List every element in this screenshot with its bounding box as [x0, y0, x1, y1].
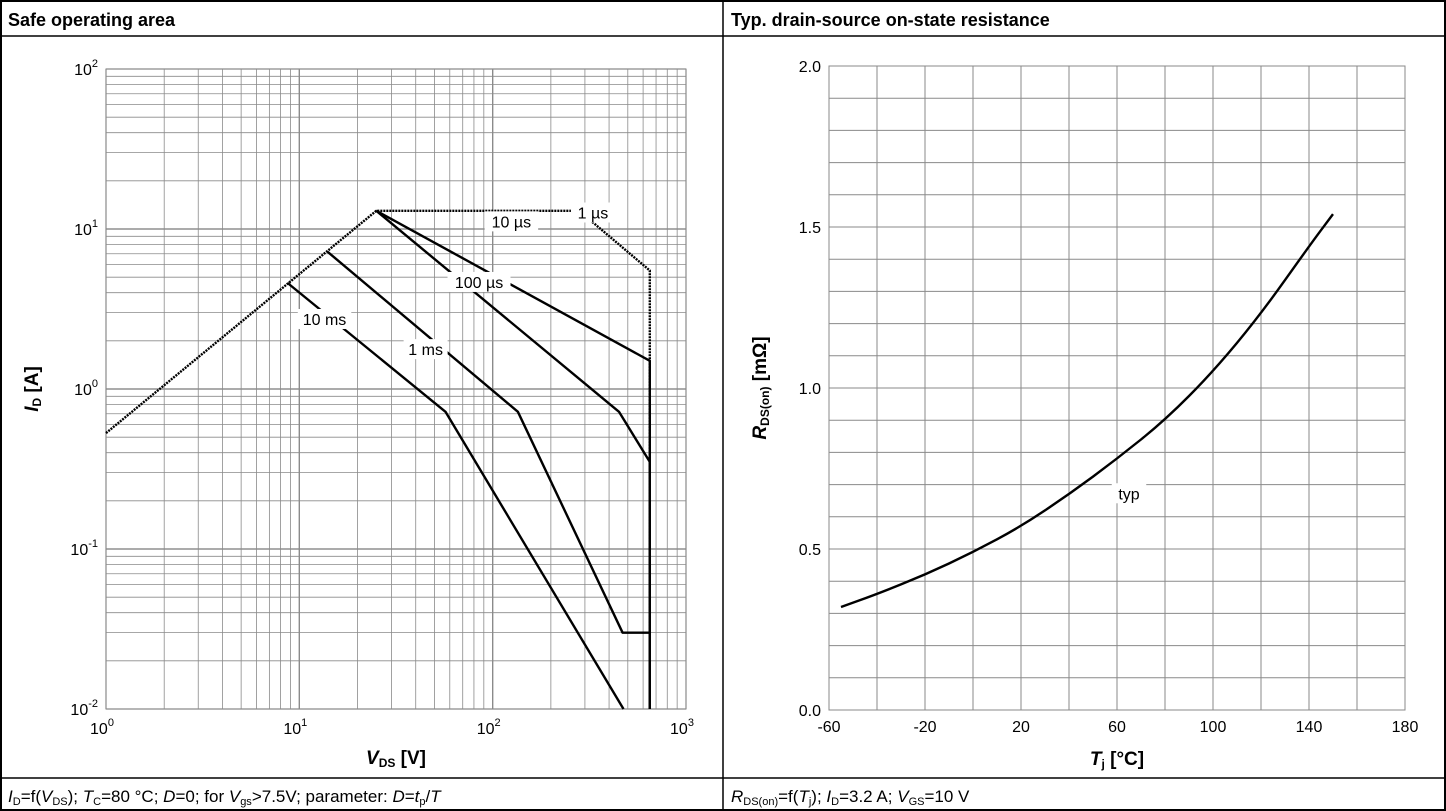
caption-part: DS [52, 796, 67, 808]
soa-x-axis-label: VDS [V] [366, 748, 426, 770]
x-tick-label: 60 [1108, 719, 1126, 736]
y-tick-label: 100 [74, 378, 98, 399]
curve-label-bg [1111, 483, 1147, 504]
y-tick-label: 0.5 [799, 542, 821, 559]
curve-label-bg [447, 271, 511, 292]
caption-part: R [731, 787, 743, 806]
rds-series [840, 213, 1334, 609]
curve-label: 1 ms [408, 342, 443, 359]
x-tick-label: 100 [90, 717, 114, 738]
rds-caption: RDS(on)=f(Tj); ID=3.2 A; VGS=10 V [731, 787, 970, 808]
x-tick-label: -20 [913, 719, 936, 736]
x-tick-label: 101 [283, 717, 307, 738]
soa-tick-labels: 100 101 102 103 10-2 10-1 100 101 102 [70, 58, 694, 738]
x-tick-label: 100 [1200, 719, 1227, 736]
soa-chart: 1 µs 10 µs 100 µs 1 ms 10 ms 100 101 102 103 10-… [22, 58, 694, 770]
caption-part: D [392, 787, 404, 806]
y-tick-label: 1.5 [799, 220, 821, 237]
curve-label: 10 ms [303, 312, 347, 329]
curve-label: typ [1118, 486, 1139, 503]
caption-part: p [419, 796, 425, 808]
rds-x-axis-label: Tj [°C] [1090, 749, 1144, 771]
y-tick-label: 10-1 [70, 538, 98, 559]
curve-label: 10 µs [492, 214, 531, 231]
soa-grid [105, 68, 687, 710]
caption-part: ); [811, 787, 826, 806]
curve-label: 100 µs [455, 275, 503, 292]
caption-part: T [798, 787, 810, 806]
caption-part: V [229, 787, 242, 806]
y-tick-label: 10-2 [70, 698, 98, 719]
caption-part: =0; for [175, 787, 228, 806]
x-tick-label: 20 [1012, 719, 1030, 736]
curve-label: 1 µs [578, 205, 609, 222]
caption-part: GS [909, 796, 925, 808]
caption-part: =f( [778, 787, 799, 806]
caption-part: / [426, 787, 431, 806]
y-tick-label: 101 [74, 218, 98, 239]
x-tick-label: -60 [817, 719, 840, 736]
rds-y-axis-label: RDS(on) [mΩ] [750, 336, 772, 439]
y-tick-label: 1.0 [799, 381, 821, 398]
caption-part: D [831, 796, 839, 808]
rds-series-line [840, 213, 1334, 609]
soa-y-axis-label: ID [A] [22, 366, 44, 412]
soa-caption: ID=f(VDS); TC=80 °C; D=0; for Vgs>7.5V; … [8, 787, 442, 808]
soa-series-line [326, 250, 651, 709]
caption-part: I [826, 787, 831, 806]
caption-part: V [41, 787, 54, 806]
y-tick-label: 2.0 [799, 59, 821, 76]
rds-chart: typ -60 -20 20 60 100 140 180 0.0 0.5 1.0 1.5 2.0 T… [750, 59, 1418, 771]
x-tick-label: 103 [670, 717, 694, 738]
y-tick-label: 102 [74, 58, 98, 79]
caption-part: V [897, 787, 910, 806]
curve-label-bg [297, 308, 352, 329]
y-tick-label: 0.0 [799, 703, 821, 720]
caption-part: >7.5V; parameter: [252, 787, 393, 806]
caption-part: D [13, 796, 21, 808]
x-tick-label: 180 [1392, 719, 1419, 736]
caption-part: =80 °C; [101, 787, 163, 806]
caption-part: C [93, 796, 101, 808]
caption-part: ); [68, 787, 83, 806]
rds-tick-labels: -60 -20 20 60 100 140 180 0.0 0.5 1.0 1.5 2.0 [799, 59, 1419, 736]
caption-part: D [163, 787, 175, 806]
caption-part: t [415, 787, 421, 806]
x-tick-label: 140 [1296, 719, 1323, 736]
caption-part: T [430, 787, 442, 806]
curve-label-bg [570, 202, 615, 223]
rds-curve-labels: typ [1111, 483, 1147, 504]
caption-part: T [83, 787, 95, 806]
caption-part: DS(on) [743, 796, 778, 808]
rds-header: Typ. drain-source on-state resistance [731, 10, 1050, 30]
soa-header: Safe operating area [8, 10, 176, 30]
curve-label-bg [403, 339, 448, 360]
caption-part: = [405, 787, 415, 806]
caption-part: =f( [21, 787, 42, 806]
x-tick-label: 102 [477, 717, 501, 738]
curve-label-bg [484, 211, 539, 232]
caption-part: gs [240, 796, 252, 808]
soa-curve-labels: 1 µs 10 µs 100 µs 1 ms 10 ms [297, 202, 615, 360]
soa-series-line [375, 209, 651, 709]
rds-grid [828, 65, 1406, 711]
caption-part: j [808, 796, 811, 808]
caption-part: I [8, 787, 13, 806]
caption-part: =3.2 A; [839, 787, 897, 806]
caption-part: =10 V [924, 787, 970, 806]
